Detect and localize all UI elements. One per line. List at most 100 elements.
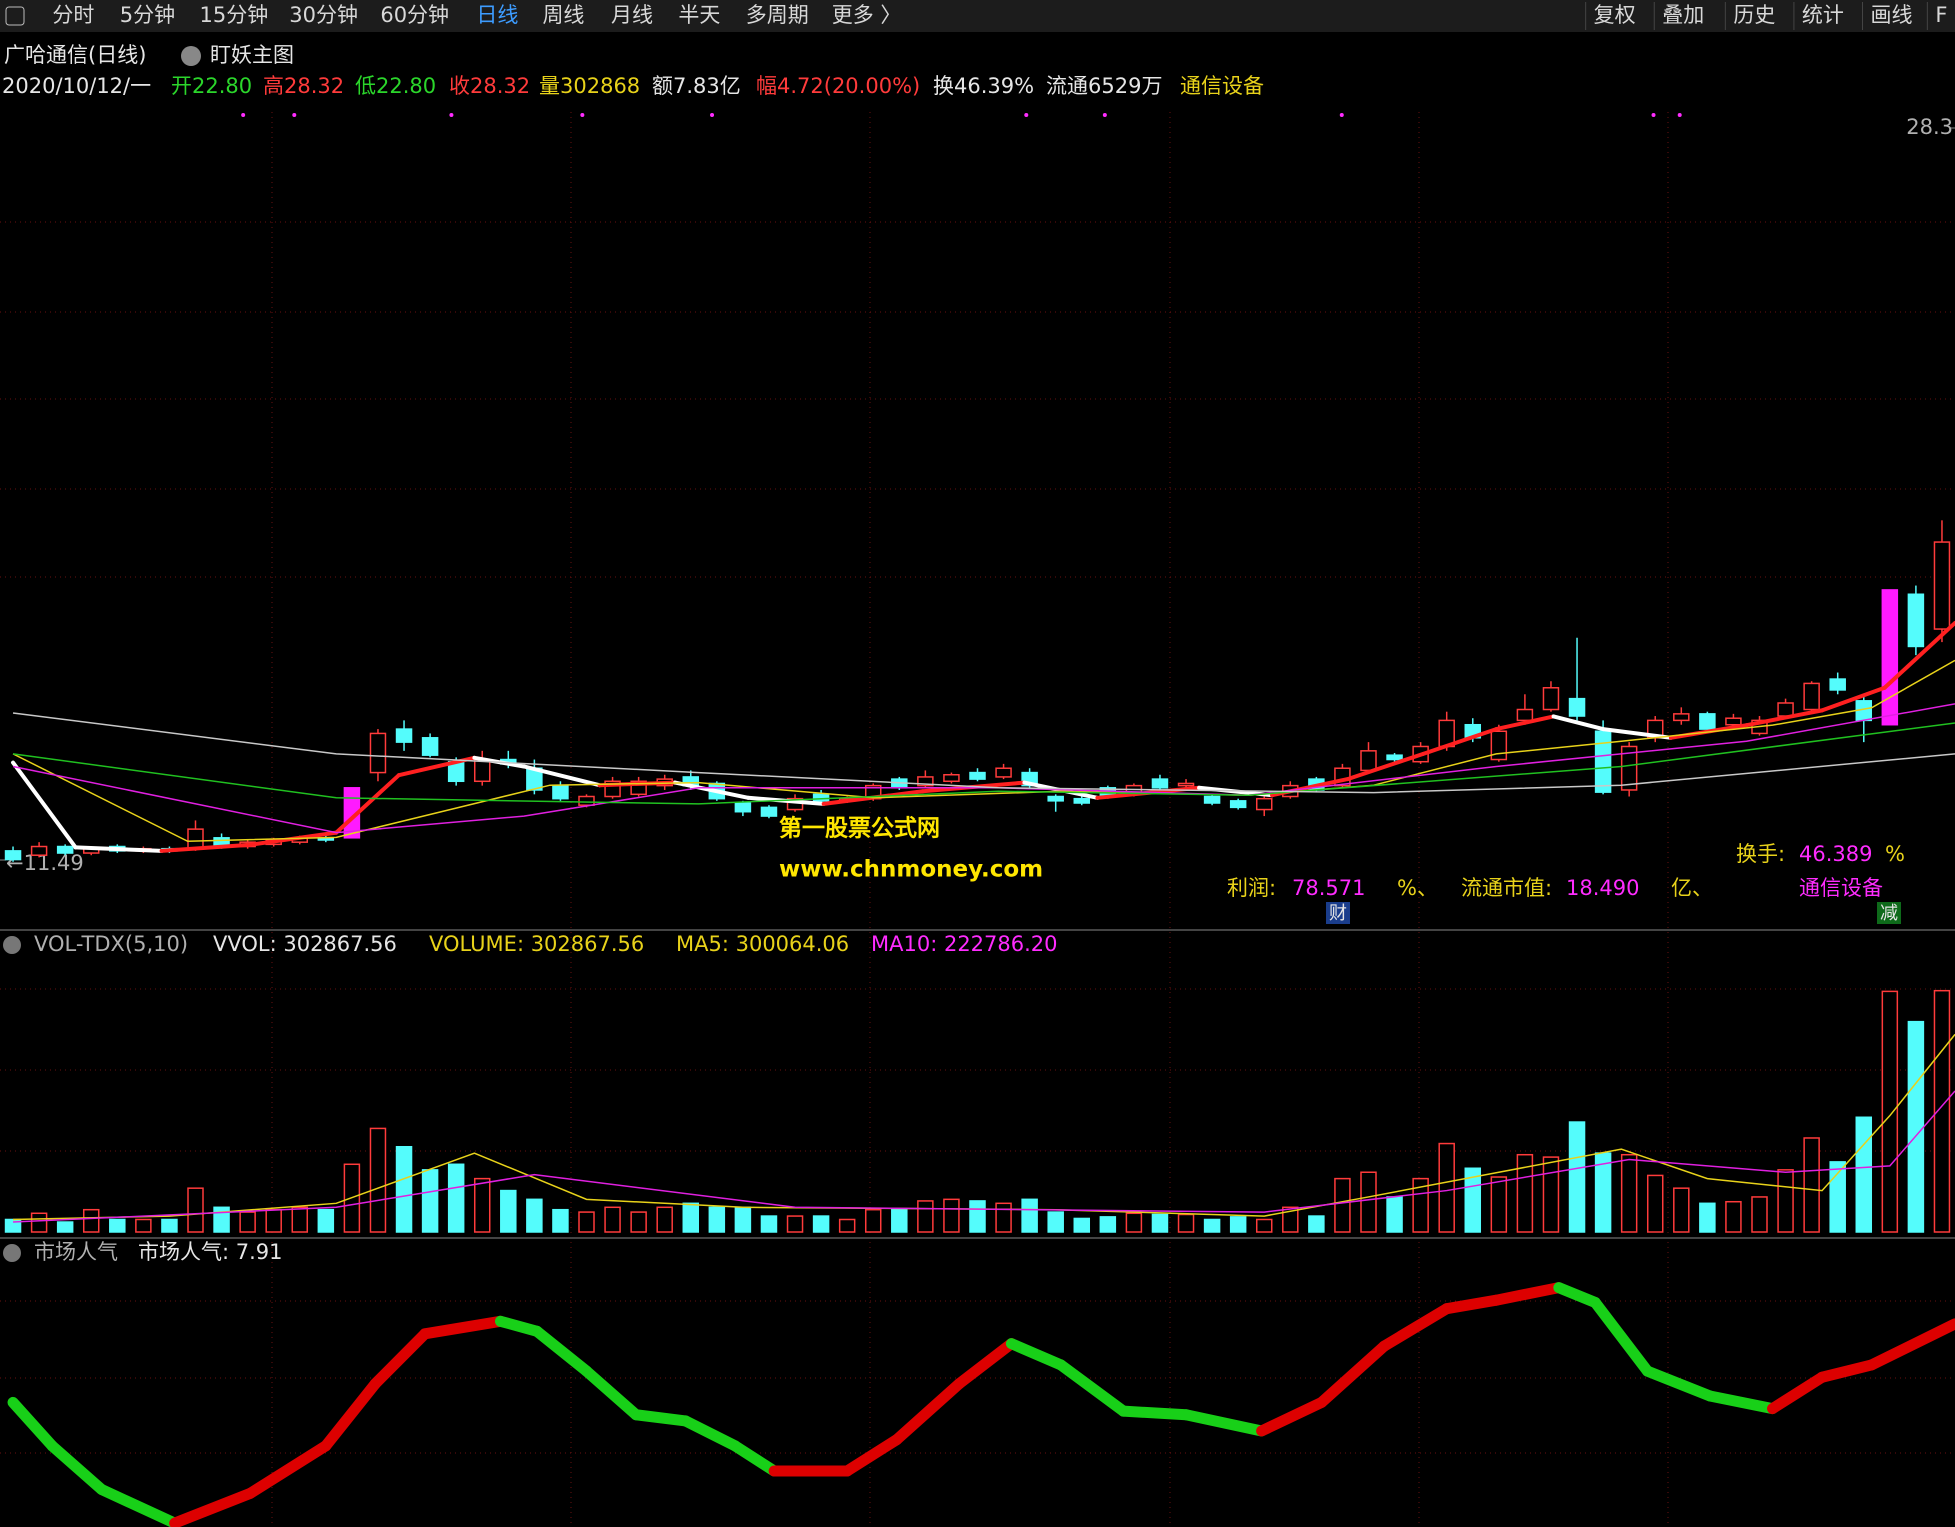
volume-bar	[109, 1218, 126, 1233]
turnover-unit: %	[1885, 842, 1905, 866]
turnover-label: 换手:	[1736, 842, 1785, 866]
volume-bar	[1308, 1215, 1325, 1233]
candle-body	[1673, 713, 1690, 722]
toolbar-button[interactable]: 分时	[52, 3, 94, 27]
toolbar-button[interactable]: 30分钟	[289, 3, 358, 27]
formula-icon[interactable]	[181, 46, 201, 66]
volume-bar	[917, 1200, 934, 1233]
volume-bar	[500, 1189, 517, 1233]
toolbar-button[interactable]: 叠加	[1662, 3, 1704, 27]
volume-bar	[421, 1169, 439, 1233]
toolbar-button[interactable]: 画线	[1871, 3, 1913, 27]
grid	[0, 112, 1955, 1527]
ribbon-segment	[1256, 1396, 1328, 1437]
change: 幅4.72(20.00%)	[756, 74, 920, 98]
ma-line-segment	[11, 760, 78, 850]
ma-line-segment	[1820, 685, 1887, 713]
volume-bar	[786, 1215, 804, 1233]
profit-unit: %、	[1397, 876, 1438, 900]
volume-bar	[969, 1200, 986, 1233]
ribbon-segment	[1704, 1390, 1779, 1415]
toolbar-button[interactable]: F	[1935, 3, 1947, 27]
volume-bar	[1047, 1211, 1064, 1233]
toolbar-button[interactable]: 统计	[1802, 3, 1844, 27]
volume-bar	[1803, 1137, 1820, 1233]
ribbon-segment	[1866, 1318, 1955, 1371]
ribbon-segment	[1816, 1359, 1878, 1383]
volume-bar	[630, 1211, 647, 1233]
volume-bar	[1777, 1169, 1794, 1233]
badge-box[interactable]	[1877, 902, 1901, 924]
float-shares: 流通6529万	[1046, 74, 1162, 98]
toolbar-button[interactable]: 复权	[1594, 3, 1636, 27]
volume-bar	[1881, 990, 1899, 1233]
ribbon-segment	[1005, 1338, 1067, 1371]
volume-bar	[1829, 1161, 1846, 1233]
toolbar-button[interactable]: 半天	[678, 3, 720, 27]
volume-bar	[1646, 1174, 1664, 1233]
candle-body	[995, 767, 1012, 778]
watermark: 第一股票公式网	[779, 815, 940, 842]
formula-name[interactable]: 盯妖主图	[210, 43, 294, 67]
candle-body	[1594, 730, 1612, 793]
candle-body	[187, 828, 204, 850]
vvol-label: VVOL: 302867.56	[213, 932, 397, 956]
ma-line	[12, 712, 1955, 794]
volume-bar	[82, 1208, 100, 1233]
toolbar-button[interactable]: 月线	[611, 3, 653, 27]
toolbar-button[interactable]: 日线	[476, 3, 518, 27]
candle-body	[1151, 778, 1169, 789]
volume-bar	[1360, 1171, 1377, 1233]
candle-body	[473, 758, 491, 783]
volume-bar	[1542, 1156, 1560, 1233]
candle-body	[917, 776, 934, 787]
candle-body	[760, 806, 778, 817]
ribbon-segment	[320, 1378, 381, 1452]
marker-dot	[1677, 113, 1682, 117]
ma-line-segment	[334, 773, 401, 835]
volume-bar	[1255, 1218, 1273, 1233]
turnover: 换46.39%	[933, 74, 1034, 98]
ribbon-segment	[169, 1487, 256, 1527]
marker-dot	[1651, 113, 1656, 117]
toolbar-button[interactable]: 15分钟	[200, 3, 269, 27]
toolbar-button[interactable]: 多周期	[746, 3, 809, 27]
candle-body	[943, 774, 960, 783]
volume-bar	[1125, 1212, 1143, 1233]
candle-body	[1073, 797, 1091, 804]
badge-box[interactable]	[1326, 902, 1350, 924]
volume-bar	[395, 1145, 413, 1233]
volume-bar	[1907, 1020, 1925, 1233]
sidebar-toggle[interactable]	[5, 6, 25, 26]
candle-body	[1699, 713, 1716, 730]
ribbon-segment	[680, 1415, 741, 1452]
volume-bar	[187, 1187, 204, 1233]
candle-body	[1568, 697, 1586, 717]
toolbar-button[interactable]: 更多 〉	[832, 3, 902, 27]
ribbon-segment	[1378, 1303, 1453, 1352]
toolbar-button[interactable]: 周线	[542, 3, 584, 27]
volume-bar	[1412, 1177, 1429, 1233]
profit-value: 78.571	[1292, 876, 1365, 900]
badge-finance[interactable]: 财	[1329, 903, 1347, 924]
candle-body	[734, 802, 752, 813]
marker-dot	[292, 113, 297, 117]
volume-bar	[265, 1208, 282, 1233]
panel-icon[interactable]	[3, 936, 21, 954]
float-cap-unit: 亿、	[1671, 876, 1713, 900]
watermark-url: www.chnmoney.com	[779, 857, 1043, 883]
volume-bar	[656, 1206, 673, 1233]
volume-bar	[1386, 1196, 1403, 1233]
volume-bar	[734, 1206, 752, 1233]
ribbon-segment	[1767, 1371, 1828, 1415]
toolbar-button[interactable]: 5分钟	[120, 3, 175, 27]
panel-icon[interactable]	[3, 1244, 21, 1262]
volume-bar	[1490, 1176, 1508, 1233]
volume-bar	[864, 1208, 882, 1233]
candle-body	[1881, 589, 1899, 726]
badge-reduce[interactable]: 减	[1880, 903, 1898, 924]
plot: 28.3←11.49	[0, 115, 1955, 1527]
toolbar-button[interactable]: 60分钟	[380, 3, 449, 27]
y-tick-label: 28.3	[1906, 115, 1953, 139]
toolbar-button[interactable]: 历史	[1733, 3, 1775, 27]
